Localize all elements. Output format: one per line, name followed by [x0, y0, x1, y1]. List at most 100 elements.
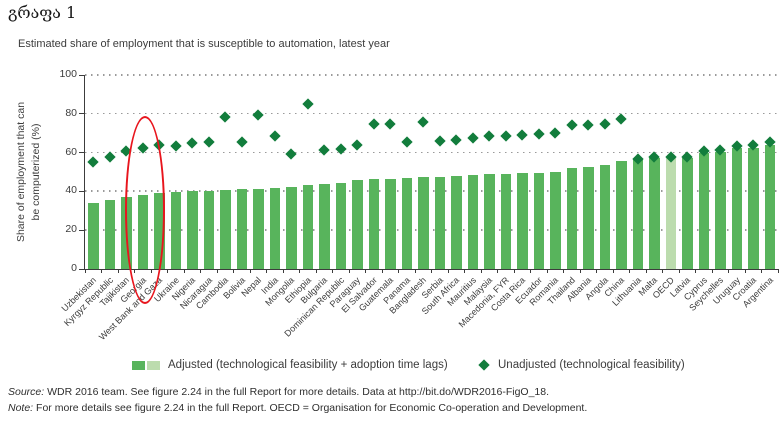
x-tick-mark	[777, 269, 779, 273]
x-tick-mark	[398, 269, 399, 273]
diamond-guatemala	[384, 117, 396, 130]
x-tick-mark	[447, 269, 449, 273]
diamond-nepal	[252, 109, 264, 121]
x-tick-mark	[711, 269, 713, 273]
gridline-100	[85, 74, 778, 76]
x-tick-mark	[101, 269, 102, 273]
diamond-angola	[599, 117, 611, 130]
diamond-ethiopia	[302, 98, 314, 110]
y-tick-label-40: 40	[65, 184, 77, 197]
bar-guatemala	[385, 178, 396, 269]
gridline-60	[85, 151, 778, 154]
diamond-romania	[549, 127, 561, 139]
gridline-80	[85, 112, 778, 115]
diamond-panama	[401, 136, 413, 148]
bar-el-salvador	[368, 178, 379, 269]
page-title: გრაფა 1	[8, 3, 77, 22]
x-tick-mark	[546, 269, 548, 273]
legend-swatch-light-green	[147, 360, 160, 370]
x-tick-mark	[365, 269, 366, 273]
bar-romania	[550, 172, 561, 269]
bar-cambodia	[220, 190, 231, 269]
bar-bolivia	[236, 189, 247, 269]
diamond-bangladesh	[417, 115, 429, 128]
y-tick-mark-60	[79, 152, 85, 154]
source-text: WDR 2016 team. See figure 2.24 in the fu…	[44, 386, 550, 398]
bar-lithuania	[632, 159, 643, 269]
diamond-el-salvador	[368, 117, 380, 130]
x-tick-mark	[728, 269, 729, 273]
x-tick-mark	[233, 269, 234, 273]
x-tick-mark	[497, 269, 498, 273]
x-tick-mark	[678, 269, 680, 273]
x-tick-mark	[662, 269, 663, 273]
x-tick-mark	[249, 269, 251, 273]
diamond-paraguay	[351, 139, 363, 151]
y-tick-label-20: 20	[65, 223, 77, 236]
bar-bangladesh	[418, 176, 429, 269]
x-tick-mark	[612, 269, 614, 273]
bar-croatia	[748, 147, 759, 269]
x-tick-mark	[480, 269, 482, 273]
chart-subtitle: Estimated share of employment that is su…	[18, 38, 390, 50]
bar-cyprus	[698, 152, 709, 269]
bar-nepal	[253, 188, 264, 269]
legend-adjusted: Adjusted (technological feasibility + ad…	[132, 359, 448, 371]
bar-mauritius	[467, 174, 478, 269]
bar-dominican-republic	[335, 182, 346, 269]
bar-angola	[599, 165, 610, 269]
x-tick-mark	[695, 269, 696, 273]
legend-unadjusted-label: Unadjusted (technological feasibility)	[498, 359, 685, 371]
bar-paraguay	[352, 179, 363, 269]
bar-serbia	[434, 176, 445, 269]
gridline-20	[85, 229, 778, 231]
x-tick-mark	[579, 269, 581, 273]
bar-uzbekistan	[88, 203, 99, 269]
diamond-bulgaria	[318, 144, 330, 156]
x-tick-mark	[299, 269, 300, 273]
y-tick-mark-20	[79, 229, 85, 231]
legend-swatch-dark-green	[132, 360, 145, 370]
x-tick-mark	[530, 269, 531, 273]
source-label: Source:	[8, 386, 45, 398]
note-label: Note:	[8, 402, 34, 414]
note-line: Note: For more details see figure 2.24 i…	[8, 402, 587, 414]
bar-nigeria	[187, 191, 198, 269]
diamond-costa-rica	[516, 129, 528, 141]
highlight-ellipse-georgia	[124, 116, 165, 304]
diamond-mauritius	[467, 132, 479, 144]
x-tick-mark	[761, 269, 762, 273]
y-tick-mark-100	[79, 74, 85, 76]
diamond-nicaragua	[203, 136, 215, 148]
diamond-albania	[582, 119, 594, 132]
note-text: For more details see figure 2.24 in the …	[33, 402, 588, 414]
y-tick-label-60: 60	[65, 145, 77, 158]
bar-costa-rica	[517, 172, 528, 269]
bar-ukraine	[170, 192, 181, 269]
diamond-ukraine	[170, 140, 182, 152]
bar-india	[269, 187, 280, 269]
bar-uruguay	[731, 147, 742, 269]
bar-malaysia	[484, 173, 495, 269]
diamond-thailand	[566, 119, 578, 132]
bar-oecd	[665, 158, 676, 269]
x-tick-mark	[563, 269, 564, 273]
diamond-nigeria	[186, 137, 198, 149]
y-axis-label-line1: Share of employment that can	[14, 101, 27, 243]
bar-south-africa	[451, 175, 462, 269]
diamond-mongolia	[285, 147, 297, 160]
bar-panama	[401, 177, 412, 269]
x-tick-mark	[596, 269, 597, 273]
bar-bulgaria	[319, 183, 330, 269]
bar-macedonia-fyr	[500, 173, 511, 269]
x-tick-mark	[645, 269, 647, 273]
bar-latvia	[682, 158, 693, 269]
y-tick-mark-40	[79, 190, 85, 192]
bar-mongolia	[286, 186, 297, 269]
diamond-ecuador	[533, 128, 545, 140]
x-tick-mark	[200, 269, 201, 273]
x-tick-mark	[744, 269, 746, 273]
legend-unadjusted: Unadjusted (technological feasibility)	[478, 359, 685, 371]
source-note: Source: WDR 2016 team. See figure 2.24 i…	[8, 386, 549, 398]
